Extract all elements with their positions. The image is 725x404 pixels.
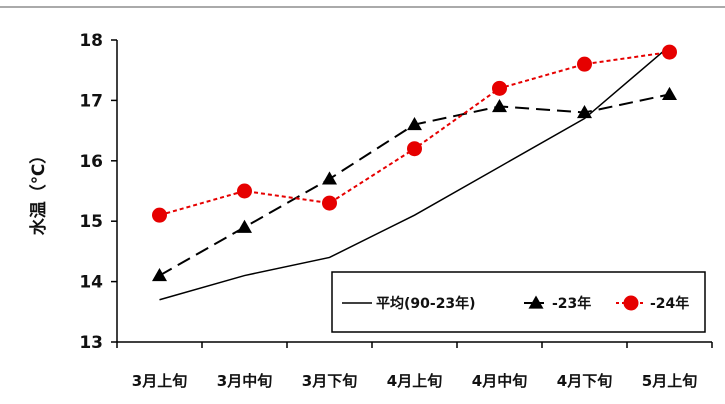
legend-label: 平均(90-23年) xyxy=(376,295,476,312)
x-tick-label: 4月中旬 xyxy=(472,372,527,390)
y-tick-label: 13 xyxy=(79,333,103,353)
series-2 xyxy=(152,44,677,223)
x-tick-label: 5月上旬 xyxy=(642,372,697,390)
series-1 xyxy=(152,86,677,282)
y-tick-label: 14 xyxy=(79,273,103,293)
data-point xyxy=(152,207,167,223)
data-point xyxy=(492,80,507,96)
data-point xyxy=(407,117,422,131)
series-layer xyxy=(152,44,677,301)
series-0 xyxy=(159,45,670,301)
legend-marker xyxy=(528,295,544,309)
data-point xyxy=(662,86,677,100)
legend-label: -23年 xyxy=(552,295,591,312)
axes: 13 14 15 16 17 18 3月上旬 3月中旬 3月下旬 4月上旬 4月中旬 4月下旬 5月上旬… xyxy=(28,31,713,390)
y-tick-label: 18 xyxy=(79,31,103,51)
x-tick-label: 3月下旬 xyxy=(302,372,357,390)
x-tick-label: 4月上旬 xyxy=(387,372,442,390)
x-tick-label: 3月中旬 xyxy=(217,372,272,390)
x-tick-label: 3月上旬 xyxy=(132,372,187,390)
data-point xyxy=(152,268,167,282)
y-tick-label: 16 xyxy=(79,152,103,172)
y-tick-label: 17 xyxy=(79,91,103,111)
legend-label: -24年 xyxy=(650,295,689,312)
legend-marker xyxy=(623,295,639,311)
series-line xyxy=(159,45,670,301)
data-point xyxy=(492,98,507,113)
x-tick-label: 4月下旬 xyxy=(557,372,612,390)
data-point xyxy=(322,195,337,211)
data-point xyxy=(237,183,252,199)
data-point xyxy=(237,219,252,233)
legend: 平均(90-23年) -23年 -24年 xyxy=(331,271,706,333)
y-tick-label: 15 xyxy=(79,212,103,232)
data-point xyxy=(577,104,592,119)
data-point xyxy=(322,171,337,185)
data-point xyxy=(407,141,422,157)
data-point xyxy=(577,56,592,72)
series-line xyxy=(159,51,670,217)
y-axis-title: 水温（℃） xyxy=(28,147,49,236)
data-point xyxy=(662,44,677,60)
